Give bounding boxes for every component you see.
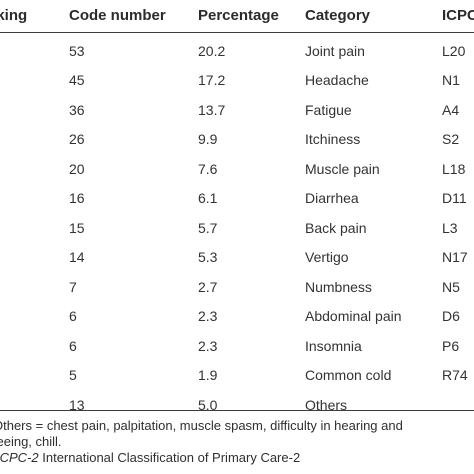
table-footnotes: Others = chest pain, palpitation, muscle… [0, 418, 474, 466]
cell-percentage: 5.0 [198, 396, 218, 413]
header-code-number: Code number [69, 6, 166, 24]
cell-percentage: 17.2 [198, 72, 226, 89]
cell-icpc: L18 [442, 160, 466, 177]
header-category: Category [305, 6, 371, 24]
cell-percentage: 1.9 [198, 367, 218, 384]
cell-code-number: 36 [69, 101, 85, 118]
header-ranking: Ranking [0, 6, 28, 24]
header-icpc: ICPC [442, 6, 474, 24]
table-body: 53 20.2 Joint pain L20 45 17.2 Headache N1 36 13.… [0, 36, 474, 420]
table-row: 7 2.7 Numbness N5 [0, 272, 474, 302]
cell-percentage: 6.1 [198, 190, 218, 207]
header-rule [0, 32, 474, 33]
cell-percentage: 13.7 [198, 101, 226, 118]
footnote-others: Others = chest pain, palpitation, muscle… [0, 418, 403, 433]
cell-icpc: R74 [442, 367, 468, 384]
cell-percentage: 7.6 [198, 160, 218, 177]
cell-percentage: 20.2 [198, 42, 226, 59]
cell-category: Common cold [305, 367, 392, 384]
footnote-icpc-abbr: ICPC-2 [0, 450, 39, 465]
cell-code-number: 15 [69, 219, 85, 236]
cell-percentage: 2.3 [198, 308, 218, 325]
cell-code-number: 45 [69, 72, 85, 89]
cell-percentage: 2.3 [198, 337, 218, 354]
table-row: 36 13.7 Fatigue A4 [0, 95, 474, 125]
cell-icpc: N5 [442, 278, 460, 295]
cell-category: Back pain [305, 219, 367, 236]
table-row: 6 2.3 Abdominal pain D6 [0, 302, 474, 332]
data-table: Ranking Code number Percentage Category … [0, 0, 474, 413]
cell-percentage: 9.9 [198, 131, 218, 148]
cell-icpc: S2 [442, 131, 460, 148]
table-row: 15 5.7 Back pain L3 [0, 213, 474, 243]
table-row: 20 7.6 Muscle pain L18 [0, 154, 474, 184]
cell-icpc: D6 [442, 308, 460, 325]
cell-icpc: D11 [442, 190, 467, 207]
cell-category: Muscle pain [305, 160, 380, 177]
cell-code-number: 5 [69, 367, 77, 384]
table-row: 5 1.9 Common cold R74 [0, 361, 474, 391]
cell-code-number: 53 [69, 42, 85, 59]
table-row: 26 9.9 Itchiness S2 [0, 125, 474, 155]
cell-code-number: 16 [69, 190, 85, 207]
cell-code-number: 7 [69, 278, 77, 295]
cell-category: Diarrhea [305, 190, 359, 207]
cell-code-number: 20 [69, 160, 85, 177]
cell-category: Abdominal pain [305, 308, 402, 325]
cell-category: Numbness [305, 278, 372, 295]
footnote-icpc-text: International Classification of Primary … [38, 450, 301, 465]
table-row: 14 5.3 Vertigo N17 [0, 243, 474, 273]
cell-code-number: 26 [69, 131, 85, 148]
table-row: 6 2.3 Insomnia P6 [0, 331, 474, 361]
footnote-others-continued: seeing, chill. [0, 434, 62, 449]
cell-icpc: L3 [442, 219, 458, 236]
cell-category: Fatigue [305, 101, 352, 118]
table-header-row: Ranking Code number Percentage Category … [0, 0, 474, 30]
footnote-icpc: ICPC-2 International Classification of P… [0, 450, 470, 466]
cell-category: Insomnia [305, 337, 362, 354]
table-row: 16 6.1 Diarrhea D11 [0, 184, 474, 214]
cell-icpc: A4 [442, 101, 460, 118]
table-row: 53 20.2 Joint pain L20 [0, 36, 474, 66]
cell-category: Itchiness [305, 131, 361, 148]
table-row: 13 5.0 Others [0, 390, 474, 420]
table-row: 45 17.2 Headache N1 [0, 66, 474, 96]
cell-icpc: N17 [442, 249, 468, 266]
cell-percentage: 5.3 [198, 249, 218, 266]
cell-category: Joint pain [305, 42, 365, 59]
cell-icpc: P6 [442, 337, 460, 354]
cell-code-number: 6 [69, 337, 77, 354]
cell-category: Others [305, 396, 348, 413]
cell-code-number: 13 [69, 396, 85, 413]
bottom-rule [0, 410, 474, 411]
cell-percentage: 2.7 [198, 278, 218, 295]
cell-category: Headache [305, 72, 369, 89]
cell-code-number: 6 [69, 308, 77, 325]
cell-category: Vertigo [305, 249, 349, 266]
cell-code-number: 14 [69, 249, 85, 266]
header-percentage: Percentage [198, 6, 279, 24]
cell-icpc: N1 [442, 72, 460, 89]
cell-icpc: L20 [442, 42, 466, 59]
cell-percentage: 5.7 [198, 219, 218, 236]
